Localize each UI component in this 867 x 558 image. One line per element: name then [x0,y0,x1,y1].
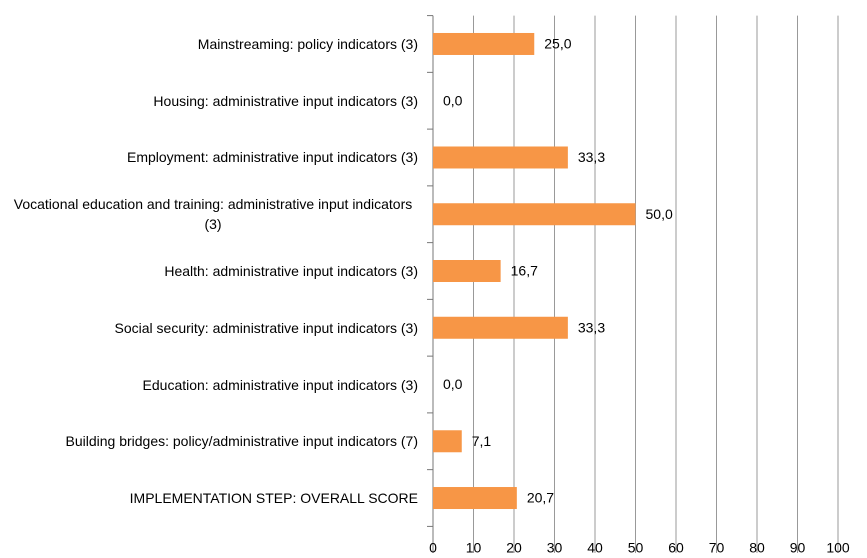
y-tick-label: Education: administrative input indicato… [142,376,418,393]
bar [433,430,462,453]
x-tick-label: 10 [466,540,482,556]
value-label: 25,0 [544,36,571,52]
x-tick-label: 90 [790,540,806,556]
value-label: 7,1 [472,433,492,449]
value-label: 33,3 [578,149,605,165]
x-tick-label: 20 [506,540,522,556]
x-tick-label: 0 [429,540,437,556]
value-label: 50,0 [646,206,673,222]
x-tick-label: 60 [668,540,684,556]
bar [433,260,501,282]
y-tick-label: IMPLEMENTATION STEP: OVERALL SCORE [129,490,418,507]
bar [433,487,517,510]
value-label: 0,0 [443,376,463,392]
y-tick-label: Employment: administrative input indicat… [126,149,418,166]
y-tick-label: Health: administrative input indicators … [164,263,418,279]
bar [433,146,568,169]
x-tick-label: 70 [709,540,725,556]
x-tick-label: 100 [826,540,850,556]
value-label: 16,7 [511,263,538,279]
bar [433,316,568,339]
y-tick-label: Mainstreaming: policy indicators (3) [197,35,418,52]
x-tick-label: 30 [547,540,563,556]
x-tick-label: 80 [749,540,765,556]
x-tick-label: 40 [587,540,603,556]
bar [433,32,535,55]
x-tick-label: 50 [628,540,644,556]
value-label: 0,0 [443,92,463,108]
y-tick-label: Building bridges: policy/administrative … [65,433,418,450]
y-tick-label: Housing: administrative input indicators… [153,92,418,109]
value-label: 33,3 [578,319,605,335]
bar [433,203,636,226]
y-tick-label: Vocational education and training: admin… [13,196,413,233]
y-tick-label: Social security: administrative input in… [114,319,418,336]
value-label: 20,7 [527,490,554,506]
